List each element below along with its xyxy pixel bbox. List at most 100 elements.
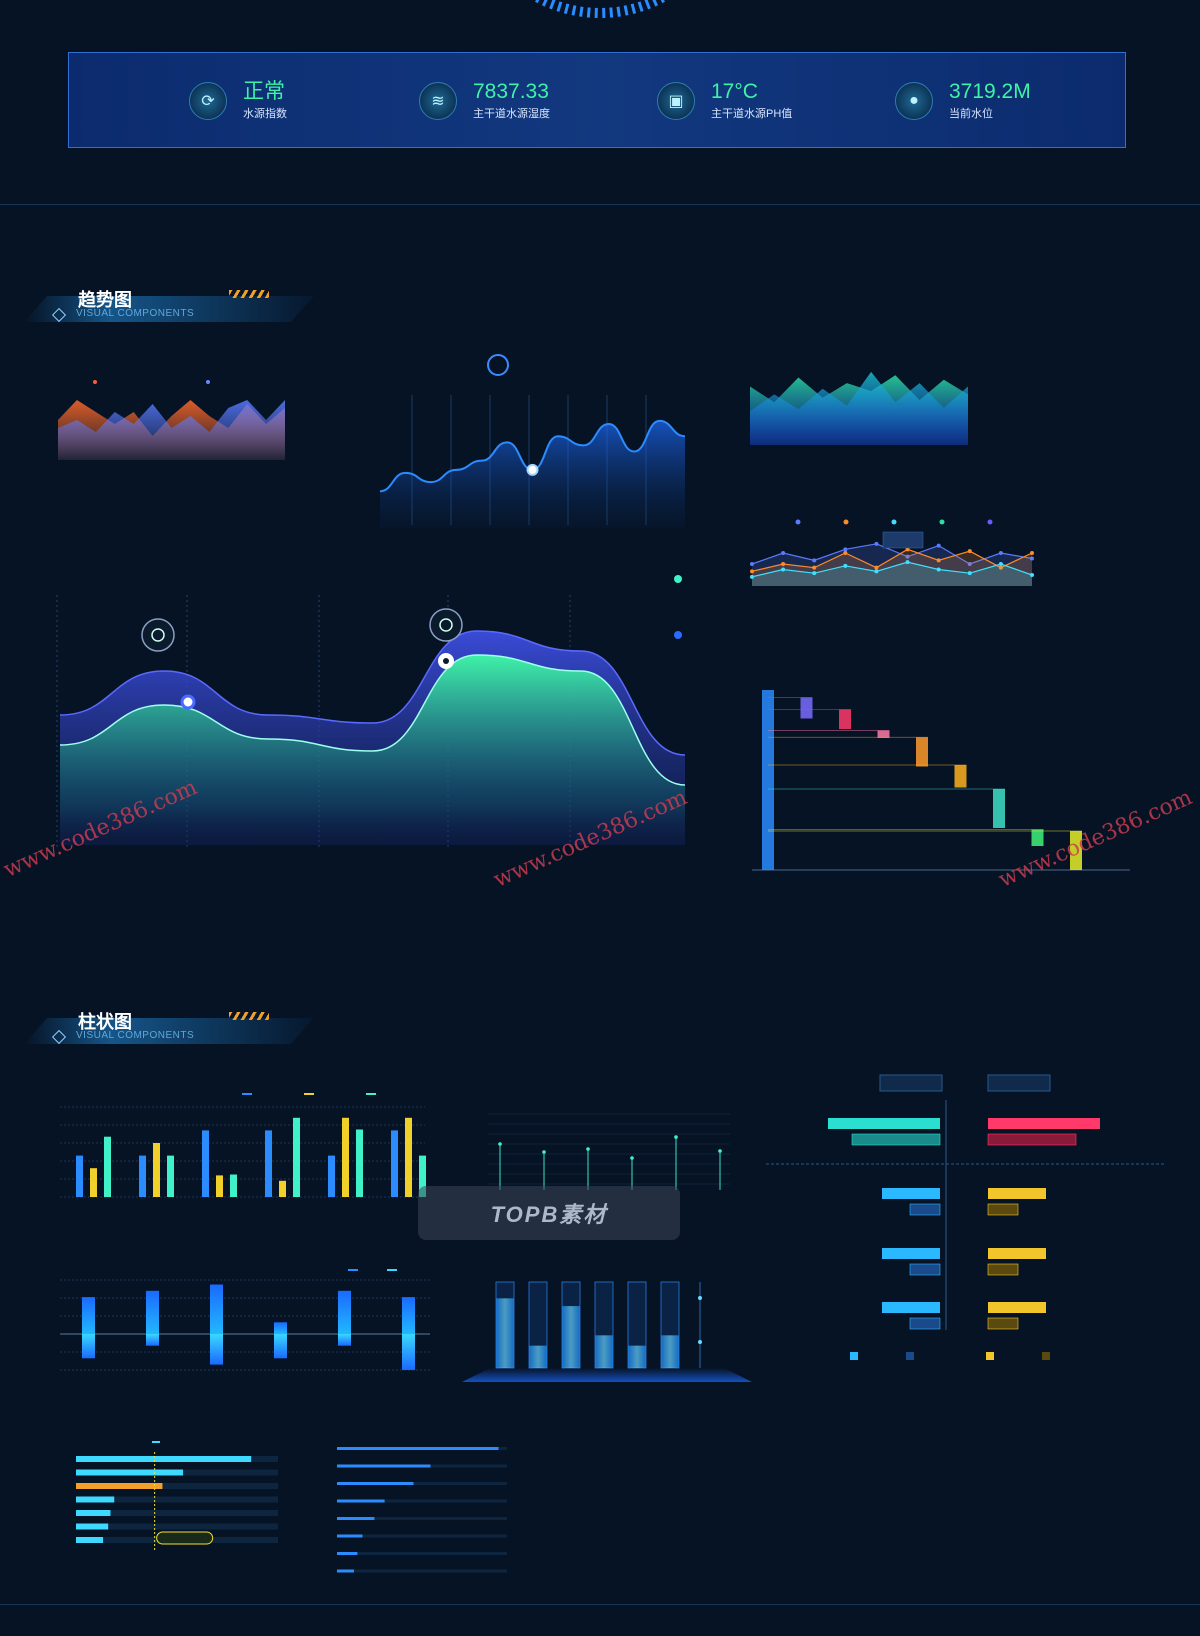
data-point <box>936 567 941 572</box>
row-fill <box>337 1464 431 1468</box>
data-point <box>812 571 817 576</box>
bar <box>76 1456 252 1462</box>
bar <box>265 1130 272 1197</box>
left-bar-bottom <box>909 1263 941 1276</box>
kpi-label: 主干道水源PH值 <box>711 108 793 120</box>
bar-expense <box>82 1334 95 1359</box>
bar <box>230 1174 237 1197</box>
section-header-trend: 趋势图 VISUAL COMPONENTS <box>24 286 314 330</box>
section-title: 柱状图 <box>78 1012 132 1032</box>
arc-tick <box>660 0 665 4</box>
bar <box>279 1180 286 1197</box>
bar-track <box>76 1523 278 1530</box>
legend-dot <box>674 631 682 639</box>
brand-watermark-text: TOPB素材 <box>490 1202 608 1227</box>
header-box <box>879 1074 943 1092</box>
left-bar-bottom <box>851 1133 941 1146</box>
axis-dot <box>698 1296 702 1300</box>
data-point <box>781 567 786 572</box>
left-bar-top <box>882 1248 940 1259</box>
waterfall-bar <box>1031 829 1044 846</box>
right-bar-top <box>988 1118 1100 1129</box>
data-point <box>936 543 941 548</box>
row-track <box>337 1552 507 1555</box>
data-point <box>874 541 879 546</box>
kpi-value: 正常 <box>243 80 285 103</box>
line-series <box>751 543 1033 565</box>
legend-dot <box>987 519 993 525</box>
section-subtitle: VISUAL COMPONENTS <box>76 308 195 319</box>
data-point <box>1030 551 1034 555</box>
brand-watermark: TOPB素材 <box>418 1186 680 1240</box>
data-point <box>936 558 941 563</box>
waterfall-bar <box>762 690 774 870</box>
bar-income <box>82 1297 95 1334</box>
arc-tick <box>563 3 570 14</box>
bar <box>76 1155 83 1197</box>
section-title: 趋势图 <box>78 290 132 310</box>
right-bar-top <box>988 1188 1046 1199</box>
row-fill <box>337 1447 499 1450</box>
region-gdp-chart <box>76 1441 278 1552</box>
legend-swatch <box>906 1352 914 1360</box>
arc-tick <box>556 1 563 12</box>
row-track <box>337 1569 507 1573</box>
arc-tick <box>579 6 584 17</box>
kpi-value: 7837.33 <box>473 80 549 103</box>
data-point <box>998 565 1003 570</box>
right-bar-top <box>988 1248 1046 1259</box>
bar <box>167 1155 174 1197</box>
left-bar-top <box>828 1118 940 1129</box>
left-bar-bottom <box>909 1317 941 1330</box>
row-track <box>337 1534 507 1538</box>
data-point <box>905 560 910 565</box>
actual-predicted-area-chart <box>58 380 285 460</box>
bar-track <box>76 1496 278 1503</box>
left-bar-bottom <box>909 1203 941 1216</box>
row-fill <box>337 1482 414 1485</box>
divider <box>0 1604 1200 1605</box>
industry-waterfall-chart <box>752 690 1130 871</box>
day-selected-ring <box>487 354 509 376</box>
bar <box>76 1523 109 1530</box>
pin-point <box>542 1150 546 1154</box>
bar-expense <box>146 1334 159 1346</box>
arc-tick <box>616 6 621 17</box>
legend-dot <box>674 575 682 583</box>
data-point <box>781 551 786 555</box>
bar <box>76 1537 104 1543</box>
area-fill <box>752 562 1032 586</box>
legend-swatch <box>387 1269 397 1271</box>
bar <box>356 1129 363 1197</box>
cylinder-fill <box>595 1335 613 1368</box>
data-point <box>843 551 848 555</box>
cylinder-bar-chart <box>462 1281 752 1382</box>
data-point <box>905 547 910 552</box>
top-arc-decoration <box>535 0 665 18</box>
legend-dot <box>843 519 849 525</box>
area-series <box>60 655 685 845</box>
bar <box>405 1117 412 1197</box>
bar-income <box>146 1290 159 1334</box>
data-point <box>750 569 754 574</box>
kpi-water-index: ⟳ 正常 水源指数 <box>189 81 287 121</box>
area-fill <box>752 543 1032 586</box>
bar <box>76 1469 184 1476</box>
data-point <box>905 554 910 559</box>
right-bar-bottom <box>987 1317 1019 1330</box>
arc-tick <box>644 0 651 10</box>
hospital-rate-chart <box>750 371 968 445</box>
legend-swatch <box>348 1269 358 1271</box>
data-point <box>843 547 848 552</box>
arc-tick <box>630 3 637 14</box>
header-box <box>987 1074 1051 1092</box>
legend-swatch <box>242 1093 252 1095</box>
data-point <box>874 565 879 570</box>
bar <box>391 1130 398 1197</box>
pin-point <box>586 1147 590 1151</box>
average-badge <box>156 1531 214 1545</box>
bar <box>90 1168 97 1197</box>
kwh-line-chart <box>379 354 686 528</box>
row-fill <box>337 1499 385 1503</box>
legend-dot <box>891 519 897 525</box>
